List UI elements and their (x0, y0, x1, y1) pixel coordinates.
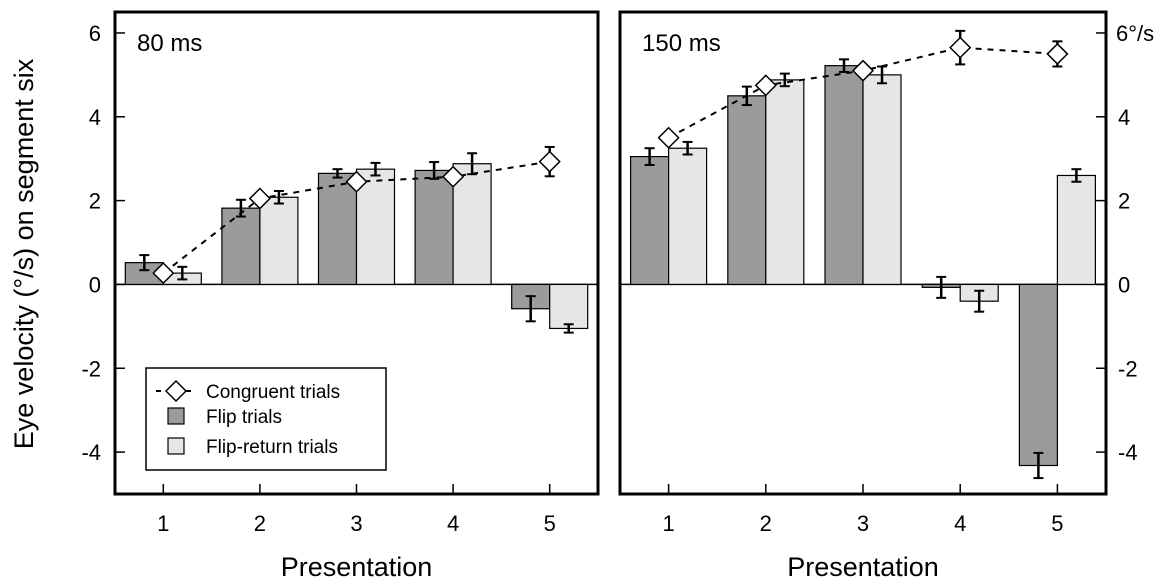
y-tick-label: -2 (81, 356, 101, 381)
y-tick-label: 0 (89, 272, 101, 297)
legend-swatch-flip-return (167, 437, 185, 455)
bar-flip-return (667, 147, 708, 286)
panel-1: -4 -2 0 2 4 6 1 2 3 4 5 Presentation 80 ms (81, 10, 600, 582)
congruent-marker (248, 187, 271, 210)
x-axis-title: Presentation (787, 552, 939, 581)
bar-flip-return (259, 196, 299, 286)
y-tick-label: 0 (1118, 272, 1130, 297)
congruent-marker (1046, 42, 1069, 65)
x-tick-label: 1 (157, 511, 169, 536)
legend: Congruent trials Flip trials Flip-return t… (145, 367, 387, 471)
legend-label-flip: Flip trials (206, 407, 282, 428)
y-tick-label: -2 (1118, 356, 1138, 381)
y-unit-label: 6°/s (1116, 21, 1154, 46)
bar-flip-return (355, 168, 396, 286)
x-tick-label: 5 (544, 511, 556, 536)
congruent-marker (657, 126, 680, 149)
bar-flip (1018, 283, 1059, 467)
panel-2: -4 -2 0 2 4 6°/s 1 2 3 4 5 Presentation 150 ms (618, 10, 1154, 582)
x-tick-label: 2 (254, 511, 266, 536)
panel-title: 80 ms (137, 30, 202, 57)
y-tick-label: -4 (1118, 440, 1138, 465)
x-tick-label: 3 (350, 511, 362, 536)
bar-flip (221, 207, 261, 286)
bar-flip (824, 65, 864, 286)
bar-flip (629, 156, 670, 286)
y-tick-label: 2 (89, 189, 101, 214)
bar-flip-return (549, 283, 589, 330)
y-axis-title: Eye velocity (°/s) on segment six (9, 58, 39, 449)
panel-title: 150 ms (642, 30, 721, 57)
x-tick-label: 4 (954, 511, 966, 536)
legend-label-congruent: Congruent trials (206, 382, 340, 403)
legend-label-flip-return: Flip-return trials (206, 437, 338, 458)
y-tick-label: 4 (89, 105, 101, 130)
bar-flip-return (862, 74, 902, 286)
x-tick-label: 4 (447, 511, 459, 536)
x-tick-label: 3 (857, 511, 869, 536)
congruent-marker (754, 74, 777, 97)
y-tick-label: -4 (81, 440, 101, 465)
congruent-marker (538, 150, 561, 173)
congruent-marker (442, 165, 465, 188)
bar-flip (727, 95, 767, 286)
x-tick-label: 5 (1051, 511, 1063, 536)
legend-swatch-flip (167, 407, 185, 425)
congruent-marker (949, 36, 972, 59)
y-tick-label: 2 (1118, 189, 1130, 214)
bar-flip-return (1056, 174, 1097, 286)
legend-box (145, 367, 387, 471)
bar-flip-return (452, 163, 492, 286)
x-tick-label: 2 (760, 511, 772, 536)
x-tick-label: 1 (662, 511, 674, 536)
bar-flip-return (765, 79, 805, 286)
bar-flip (317, 172, 358, 286)
congruent-marker (345, 170, 368, 193)
x-axis-title: Presentation (281, 552, 433, 581)
congruent-marker (152, 262, 175, 285)
congruent-marker (851, 59, 875, 82)
legend-diamond-swatch (164, 379, 188, 403)
bar-flip (414, 169, 454, 286)
y-tick-label: 4 (1118, 105, 1130, 130)
y-tick-label: 6 (89, 21, 101, 46)
